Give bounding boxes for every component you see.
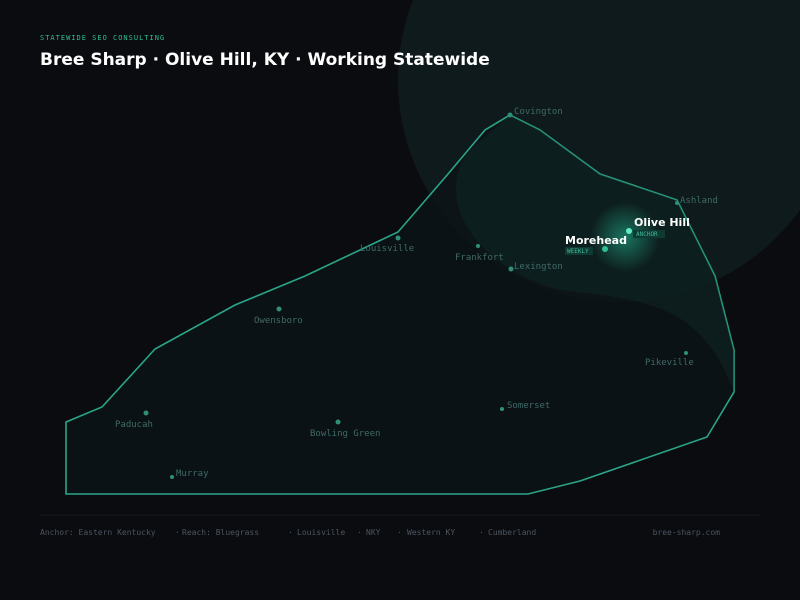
separator: · [175, 528, 180, 537]
city-dot [626, 228, 632, 234]
anchor-glow [590, 202, 660, 272]
city-dot [476, 244, 480, 248]
city-label: Ashland [680, 196, 718, 206]
city-label: Murray [176, 469, 209, 479]
city-dot [500, 407, 504, 411]
city-label: Bowling Green [310, 429, 380, 439]
city-dot [335, 419, 341, 425]
city-dot [507, 112, 513, 118]
title: Bree Sharp · Olive Hill, KY · Working St… [40, 50, 490, 70]
city-dot [602, 246, 608, 252]
badge-bg [633, 230, 665, 238]
city-dot [675, 201, 679, 205]
footer-region: Cumberland [488, 528, 536, 537]
separator: · [357, 528, 362, 537]
city-label: Paducah [115, 420, 153, 430]
city-dot [508, 266, 514, 272]
city-dot [684, 351, 688, 355]
city-dot [276, 306, 282, 312]
site-link[interactable]: bree-sharp.com [653, 528, 721, 537]
city-label: Covington [514, 107, 563, 117]
separator: · [479, 528, 484, 537]
city-label: Morehead [565, 234, 627, 247]
footer-region: NKY [366, 528, 381, 537]
separator: · [288, 528, 293, 537]
separator: · [397, 528, 402, 537]
footer-region: Western KY [407, 528, 455, 537]
city-badge: ANCHOR [636, 231, 658, 238]
cities: Covington Ashland Olive Hill ANCHOR More… [115, 107, 718, 479]
footer-region: Louisville [297, 528, 345, 537]
city-label: Pikeville [645, 358, 694, 368]
state-outline [65, 114, 735, 495]
city-dot [170, 475, 174, 479]
footer-region: Reach: Bluegrass [182, 528, 259, 537]
city-label: Olive Hill [634, 216, 690, 229]
city-badge: WEEKLY [567, 248, 589, 255]
city-label: Louisville [360, 244, 414, 254]
city-dot [395, 235, 401, 241]
city-label: Frankfort [455, 253, 504, 263]
city-label: Owensboro [254, 316, 303, 326]
city-label: Lexington [514, 262, 563, 272]
footer-region: Anchor: Eastern Kentucky [40, 528, 156, 537]
city-dot [143, 410, 149, 416]
footer: Anchor: Eastern Kentucky · Reach: Bluegr… [40, 528, 720, 537]
eyebrow: STATEWIDE SEO CONSULTING [40, 34, 165, 42]
badge-bg [565, 247, 593, 255]
city-label: Somerset [507, 401, 550, 411]
